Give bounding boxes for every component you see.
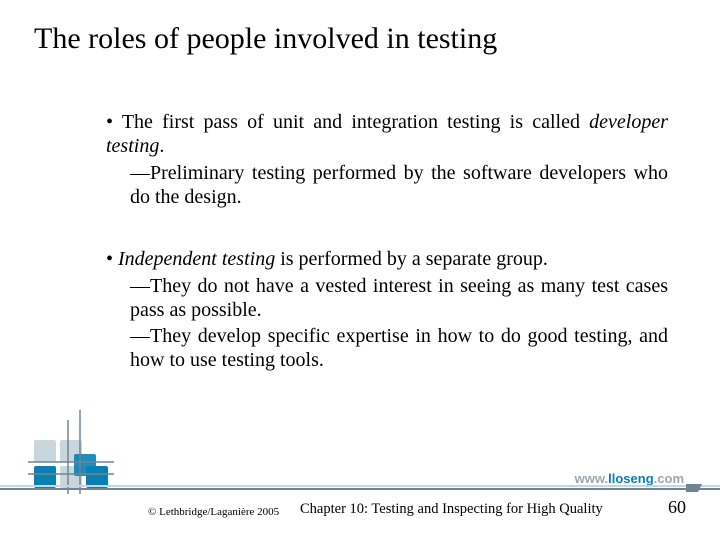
footer-wedge-icon (686, 482, 702, 494)
bullet-2-tail: is performed by a separate group. (275, 248, 548, 270)
bullet-1: • The first pass of unit and integration… (106, 110, 668, 158)
bullet-1-tail: . (159, 135, 164, 157)
bullet-2-sub-1: —They do not have a vested interest in s… (130, 274, 668, 322)
slide-title: The roles of people involved in testing (34, 22, 497, 56)
slide-body: • The first pass of unit and integration… (106, 110, 668, 374)
bullet-1-sub-1: —Preliminary testing performed by the so… (130, 161, 668, 209)
bullet-2-pre: • (106, 248, 118, 270)
footer-divider-icon (0, 482, 720, 494)
bullet-2-sub-2: —They develop specific expertise in how … (130, 324, 668, 372)
footer-copyright: © Lethbridge/Laganière 2005 (148, 506, 279, 518)
bullet-1-lead: • The first pass of unit and integration… (106, 111, 589, 133)
page-number: 60 (668, 497, 686, 518)
bullet-2-emph: Independent testing (118, 248, 275, 270)
footer-chapter: Chapter 10: Testing and Inspecting for H… (300, 501, 603, 518)
bullet-2: • Independent testing is performed by a … (106, 247, 668, 271)
